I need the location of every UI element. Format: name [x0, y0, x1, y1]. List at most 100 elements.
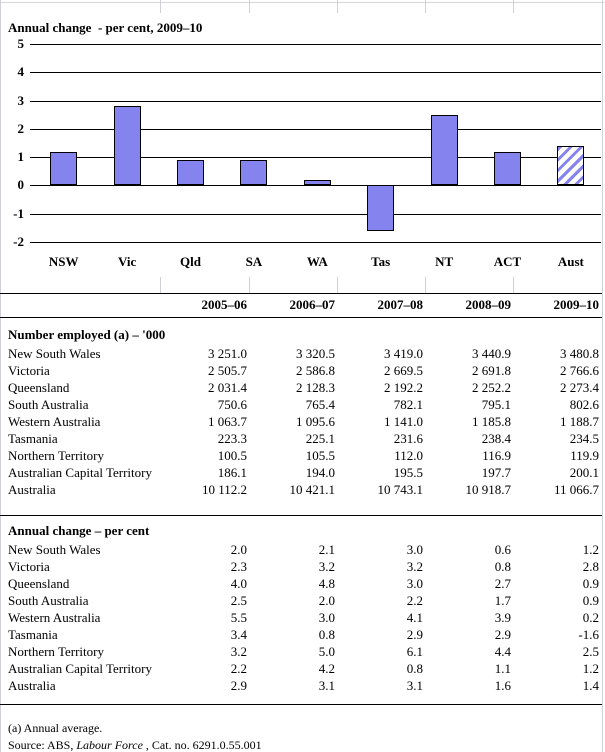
gridline	[30, 128, 601, 130]
table-cell: 0.9	[582, 576, 599, 591]
table-cell: 3.0	[406, 576, 423, 591]
table-row: South Australia 2.5 2.0 2.2 1.7 0.9	[0, 592, 605, 609]
source-publication: Labour Force	[76, 738, 143, 752]
section-header: Number employed (a) – '000	[8, 327, 166, 342]
table-cell: 234.5	[569, 431, 599, 446]
table-cell: 3.2	[318, 559, 335, 574]
table-row: Northern Territory 3.2 5.0 6.1 4.4 2.5	[0, 643, 605, 660]
table-row: Australia 2.9 3.1 3.1 1.6 1.4	[0, 677, 605, 694]
spreadsheet-gridline	[0, 2, 605, 3]
table-cell: 2.2	[406, 593, 423, 608]
x-axis-category-label: NSW	[48, 254, 79, 269]
table-cell: 2 192.2	[384, 380, 423, 395]
table-cell: 3 419.0	[384, 346, 423, 361]
table-cell: 4.1	[406, 610, 423, 625]
x-axis-category-label: ACT	[493, 254, 522, 269]
spreadsheet-gridline	[337, 0, 338, 13]
table-cell: 0.6	[494, 542, 511, 557]
bar-sa	[240, 159, 268, 186]
table-cell: 3 480.8	[560, 346, 599, 361]
row-label: Australian Capital Territory	[8, 465, 152, 480]
table-cell: 3.2	[406, 559, 423, 574]
row-label: Northern Territory	[8, 644, 104, 659]
table-row: Australia 10 112.2 10 421.1 10 743.1 10 918.…	[0, 481, 605, 498]
spreadsheet-gridline	[0, 0, 1, 752]
table-cell: 0.8	[406, 661, 423, 676]
table-cell: 1.2	[582, 661, 599, 676]
bar-act	[494, 151, 521, 186]
y-axis-tick-label: -1	[13, 205, 24, 221]
table-cell: 5.5	[230, 610, 247, 625]
bar-nsw	[50, 151, 78, 186]
table-cell: 765.4	[305, 397, 335, 412]
table-cell: 231.6	[393, 431, 423, 446]
gridline	[30, 44, 601, 45]
y-axis-tick-label: 3	[17, 92, 25, 108]
table-row: New South Wales 2.0 2.1 3.0 0.6 1.2	[0, 541, 605, 558]
x-axis-category-label: Tas	[371, 254, 391, 269]
gridline	[30, 157, 601, 159]
table-cell: 3 251.0	[208, 346, 247, 361]
table-cell: 795.1	[481, 397, 511, 412]
spreadsheet-gridline	[513, 277, 514, 293]
bar-qld	[177, 159, 204, 186]
table-cell: 4.0	[230, 576, 247, 591]
table-section-rows: New South Wales 2.0 2.1 3.0 0.6 1.2 Victoria 2.…	[0, 541, 605, 694]
table-section-rows: New South Wales 3 251.0 3 320.5 3 419.0 3 44…	[0, 345, 605, 498]
spreadsheet-gridline	[160, 277, 161, 293]
table-cell: 10 918.7	[465, 482, 512, 497]
row-label: Victoria	[8, 363, 50, 378]
table-row: Tasmania 3.4 0.8 2.9 2.9 -1.6	[0, 626, 605, 643]
table-column-headers: 2005–06 2006–07 2007–08 2008–09 2009–10	[0, 296, 605, 314]
gridline	[30, 242, 601, 243]
spreadsheet-gridline	[425, 0, 426, 13]
gridline	[30, 72, 601, 74]
spreadsheet-gridline	[160, 0, 161, 13]
table-cell: -1.6	[578, 627, 599, 642]
table-cell: 0.9	[582, 593, 599, 608]
spreadsheet-gridline	[337, 277, 338, 293]
column-header-spacer	[8, 296, 159, 314]
table-cell: 0.8	[318, 627, 335, 642]
table-row: South Australia 750.6 765.4 782.1 795.1 802.6	[0, 396, 605, 413]
gridline	[30, 100, 601, 102]
row-label: Queensland	[8, 380, 70, 395]
table-cell: 802.6	[569, 397, 599, 412]
table-cell: 112.0	[394, 448, 423, 463]
table-cell: 1 063.7	[208, 414, 247, 429]
column-header: 2007–08	[377, 297, 424, 312]
row-label: New South Wales	[8, 542, 101, 557]
table-cell: 1 095.6	[296, 414, 335, 429]
table-cell: 3 440.9	[472, 346, 511, 361]
table-cell: 100.5	[217, 448, 247, 463]
source-suffix: , Cat. no. 6291.0.55.001	[142, 738, 262, 752]
table-cell: 0.8	[494, 559, 511, 574]
table-cell: 2 128.3	[296, 380, 335, 395]
table-cell: 200.1	[569, 465, 599, 480]
table-cell: 119.9	[570, 448, 599, 463]
table-row: Australian Capital Territory 2.2 4.2 0.8 1.1…	[0, 660, 605, 677]
row-label: South Australia	[8, 593, 89, 608]
table-cell: 3.9	[494, 610, 511, 625]
table-cell: 1 188.7	[560, 414, 599, 429]
table-cell: 2.9	[230, 678, 247, 693]
table-cell: 750.6	[217, 397, 247, 412]
table-cell: 105.5	[305, 448, 335, 463]
table-cell: 195.5	[393, 465, 423, 480]
spreadsheet-gridline	[249, 0, 250, 13]
table-cell: 2.0	[318, 593, 335, 608]
table-top-rule	[0, 293, 602, 294]
table-cell: 3.1	[406, 678, 423, 693]
table-cell: 1.2	[582, 542, 599, 557]
bar-vic	[113, 106, 141, 186]
table-cell: 6.1	[406, 644, 423, 659]
row-label: Northern Territory	[8, 448, 104, 463]
table-cell: 10 743.1	[377, 482, 424, 497]
row-label: Queensland	[8, 576, 70, 591]
row-label: Australia	[8, 482, 56, 497]
spreadsheet-gridline	[425, 277, 426, 293]
table-cell: 3.0	[406, 542, 423, 557]
row-label: Western Australia	[8, 610, 101, 625]
row-label: Tasmania	[8, 627, 58, 642]
table-cell: 1.1	[494, 661, 511, 676]
